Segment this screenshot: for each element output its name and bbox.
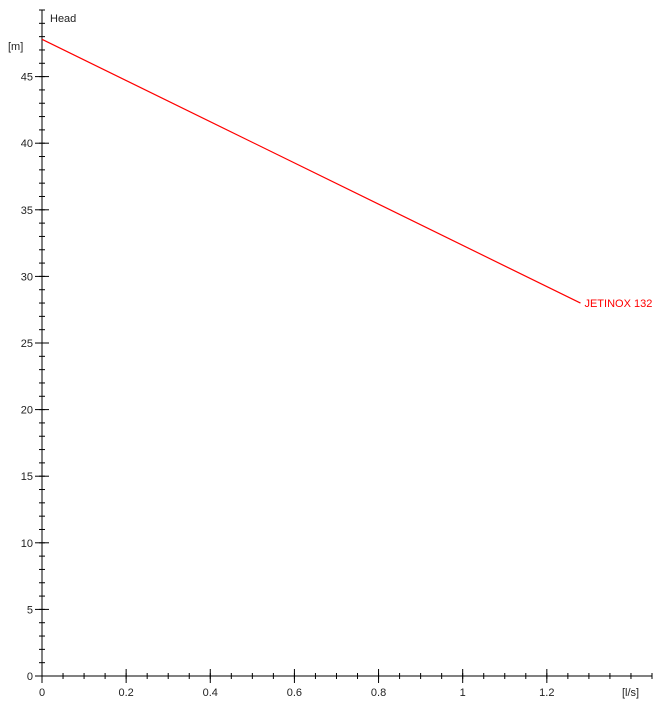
y-tick-label: 0 [27, 671, 33, 683]
axes [41, 10, 652, 677]
y-tick-label: 30 [21, 271, 33, 283]
x-tick-label: 0.8 [371, 687, 386, 699]
series-line [41, 38, 581, 304]
y-tick-label: 10 [21, 538, 33, 550]
y-tick-label: 15 [21, 471, 33, 483]
y-tick-label: 20 [21, 405, 33, 417]
y-tick-label: 40 [21, 138, 33, 150]
y-axis-unit: [m] [8, 41, 23, 53]
x-tick-label: 0.2 [118, 687, 133, 699]
x-tick-label: 0 [39, 687, 45, 699]
x-tick-label: 0.4 [203, 687, 218, 699]
x-tick-label: 1.2 [539, 687, 554, 699]
series-group: JETINOX 132 [41, 38, 652, 310]
y-tick-label: 5 [27, 604, 33, 616]
series-label: JETINOX 132 [584, 298, 652, 310]
y-tick-label: 45 [21, 72, 33, 84]
x-tick-label: 0.6 [287, 687, 302, 699]
tick-labels: 0 5 10 15 20 25 30 35 40 45 0 0.2 0.4 0.6 0.8 1 1.2 [21, 72, 555, 699]
y-tick-label: 35 [21, 205, 33, 217]
x-tick-label: 1 [460, 687, 466, 699]
x-axis-unit: [l/s] [622, 687, 639, 699]
y-tick-label: 25 [21, 338, 33, 350]
ticks [35, 9, 653, 683]
y-axis-title: Head [50, 13, 76, 25]
